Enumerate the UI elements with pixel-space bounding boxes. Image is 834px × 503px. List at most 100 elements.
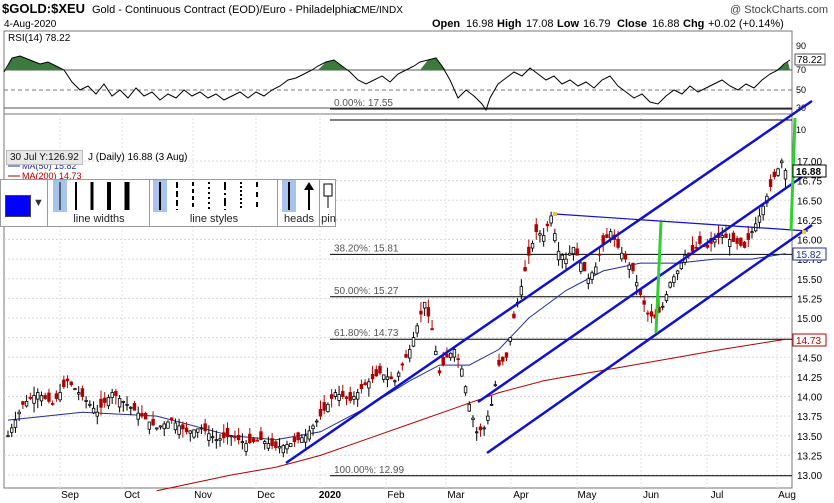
candle-body [54, 393, 59, 399]
pin-icon[interactable] [321, 180, 336, 212]
exchange: CME/INDX [354, 5, 403, 16]
candle-body [76, 392, 81, 395]
candle-body [739, 237, 743, 246]
date-label: 4-Aug-2020 [4, 19, 57, 30]
candle-body [396, 372, 401, 377]
candle-body [675, 270, 680, 275]
candle-body [132, 402, 137, 411]
candle-body [236, 434, 241, 441]
price-tick-label: 14.25 [797, 373, 822, 384]
candle-body [69, 381, 73, 386]
candle-body [668, 282, 672, 288]
low-value: 16.79 [583, 18, 611, 30]
trend-channel[interactable] [285, 99, 813, 465]
candle-body [374, 369, 378, 377]
month-tick-label: Nov [194, 490, 212, 501]
candle-body [497, 359, 501, 366]
channel-middle-line[interactable] [477, 168, 813, 404]
price-tick-label: 16.50 [797, 196, 822, 207]
candle-body [582, 261, 587, 272]
candle-body [289, 443, 293, 447]
rsi-overbought-fill [420, 58, 446, 70]
candle-body [616, 238, 620, 248]
close-badge-box [792, 164, 827, 178]
candle-body [467, 403, 471, 412]
candle-body [114, 391, 118, 396]
candle-body [341, 391, 345, 397]
candle-body [277, 446, 282, 449]
month-tick-label: Aug [778, 490, 796, 501]
candle-body [322, 402, 326, 411]
ma200-legend: MA(200) 14.73 [22, 171, 82, 181]
measure-line-green[interactable] [654, 221, 663, 334]
open-label: Open [432, 18, 460, 30]
candle-body [530, 243, 535, 249]
fib-level-label: 0.00%: 17.55 [334, 98, 393, 109]
candle-body [385, 376, 390, 380]
line-handle[interactable] [553, 212, 557, 216]
candle-body [601, 235, 605, 244]
candle-body [117, 398, 122, 408]
candle-body [541, 235, 546, 242]
month-tick-label: Oct [124, 490, 140, 501]
rsi-overbought-fill [318, 60, 346, 70]
candle-body [452, 348, 457, 358]
candle-body [608, 231, 613, 239]
candle-body [99, 398, 103, 408]
candle-body [229, 435, 233, 438]
candle-body [80, 388, 85, 397]
resistance-line[interactable] [554, 213, 809, 232]
candle-body [560, 254, 564, 260]
price-tick-label: 14.00 [797, 393, 822, 404]
candle-body [579, 262, 583, 272]
heads-group[interactable]: heads [279, 180, 320, 226]
candle-body [203, 423, 207, 432]
candle-body [620, 252, 624, 260]
channel-upper-line[interactable] [285, 99, 813, 465]
price-panel [3, 113, 793, 489]
candle-body [84, 400, 88, 402]
pin-group[interactable]: pin [321, 180, 336, 226]
candle-body [780, 160, 784, 164]
color-swatch[interactable] [5, 195, 31, 217]
candle-body [359, 384, 364, 390]
price-tick-label: 15.00 [797, 314, 822, 325]
candle-body [307, 430, 312, 440]
candle-body [415, 325, 419, 334]
candle-body [698, 235, 702, 244]
line-widths-icon[interactable] [49, 180, 149, 212]
candle-body [463, 386, 468, 394]
chevron-down-icon[interactable]: ▼ [33, 197, 44, 209]
candle-body [694, 246, 698, 249]
arrow-heads-icon[interactable] [279, 180, 319, 212]
candle-body [6, 435, 10, 438]
color-picker[interactable]: ▼ [1, 180, 48, 226]
candle-body [597, 253, 602, 256]
line-widths-group[interactable]: line widths [49, 180, 150, 226]
candle-body [248, 433, 252, 444]
candle-body [408, 348, 412, 359]
candle-body [772, 171, 777, 178]
candle-body [605, 234, 609, 238]
channel-lower-line[interactable] [486, 223, 813, 455]
candle-body [162, 423, 166, 430]
candle-body [534, 224, 538, 233]
candle-body [300, 437, 304, 443]
watermark: @ StockCharts.com [730, 4, 828, 16]
close-label: Close [617, 18, 647, 30]
candle-body [661, 305, 665, 308]
line-styles-group[interactable]: line styles [151, 180, 278, 226]
candle-body [664, 294, 669, 301]
candle-body [419, 310, 423, 315]
candle-body [456, 358, 460, 361]
candle-body [155, 427, 159, 430]
rsi-tick-label: 10 [796, 125, 806, 135]
candle-body [214, 439, 219, 442]
line-handle[interactable] [802, 230, 806, 234]
rsi-tick-label: 50 [796, 85, 806, 95]
candle-body [62, 379, 66, 388]
candle-body [255, 439, 259, 442]
line-styles-icon[interactable] [151, 180, 277, 212]
candle-body [731, 232, 736, 242]
chg-value: +0.02 (+0.14%) [708, 18, 784, 30]
